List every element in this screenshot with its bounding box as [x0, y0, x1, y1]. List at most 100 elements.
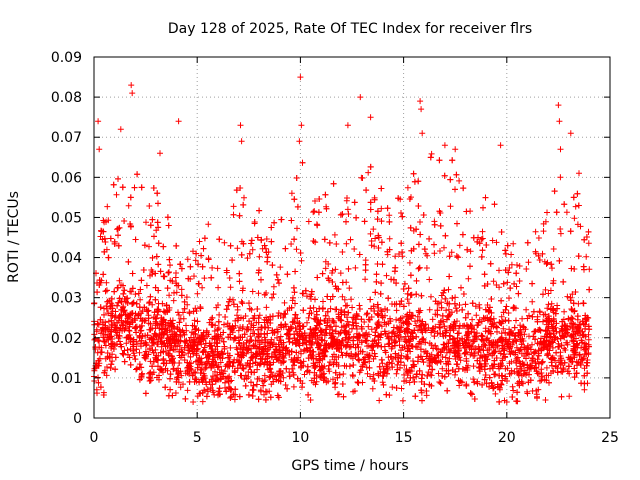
data-point	[557, 174, 564, 181]
data-point	[339, 279, 346, 286]
data-point	[580, 332, 587, 339]
data-point	[502, 250, 509, 257]
data-point	[411, 178, 418, 185]
data-point	[235, 359, 242, 366]
data-point	[479, 228, 486, 235]
data-point	[291, 362, 297, 369]
data-point	[94, 320, 101, 327]
data-point	[167, 386, 174, 393]
data-point	[393, 385, 400, 391]
data-point	[187, 263, 194, 270]
data-point	[278, 216, 285, 223]
data-point	[490, 384, 497, 391]
data-point	[473, 312, 480, 319]
data-point	[239, 334, 246, 341]
data-point	[416, 264, 423, 271]
data-point	[339, 211, 346, 218]
data-point	[428, 382, 435, 389]
data-point	[585, 228, 592, 235]
data-point	[170, 346, 177, 353]
data-point	[445, 312, 452, 319]
data-point	[239, 324, 246, 330]
data-point	[192, 369, 199, 375]
data-point	[542, 397, 549, 403]
data-point	[298, 257, 305, 264]
data-point	[264, 330, 271, 337]
data-point	[496, 336, 503, 343]
data-point	[538, 335, 544, 342]
data-point	[143, 219, 149, 226]
data-point	[261, 242, 268, 249]
data-point	[343, 240, 350, 247]
data-point	[104, 364, 110, 370]
data-point	[277, 371, 283, 378]
data-point	[440, 318, 447, 325]
data-point	[184, 256, 191, 263]
data-point	[470, 376, 477, 383]
data-point	[552, 310, 559, 317]
data-point	[108, 361, 115, 368]
data-point	[160, 348, 167, 355]
data-point	[191, 336, 198, 343]
chart-title: Day 128 of 2025, Rate Of TEC Index for r…	[168, 21, 532, 37]
data-point	[174, 324, 181, 331]
data-point	[415, 178, 422, 185]
data-point	[168, 342, 175, 349]
data-point	[177, 261, 184, 268]
data-point	[384, 248, 391, 255]
data-point	[413, 226, 420, 233]
data-point	[133, 300, 140, 307]
data-point	[347, 236, 354, 243]
data-point	[382, 349, 389, 356]
data-point	[115, 225, 121, 232]
data-point	[401, 328, 408, 335]
data-point	[226, 298, 232, 305]
data-point	[116, 277, 123, 284]
data-point	[270, 291, 277, 298]
data-point	[579, 318, 586, 325]
data-point	[312, 336, 319, 343]
data-point	[545, 290, 552, 297]
data-point	[464, 246, 471, 253]
data-point	[539, 373, 546, 380]
data-point	[511, 324, 518, 331]
data-point	[113, 341, 120, 347]
data-point	[399, 397, 406, 404]
data-point	[322, 326, 329, 333]
data-point	[225, 302, 232, 309]
data-point	[105, 336, 112, 343]
data-point	[369, 347, 376, 354]
data-point	[437, 358, 444, 365]
data-point	[277, 337, 284, 344]
data-point	[202, 335, 208, 342]
data-point	[417, 219, 423, 225]
data-point	[180, 381, 186, 388]
data-point	[580, 300, 587, 307]
data-point	[517, 346, 524, 353]
data-point	[442, 232, 449, 239]
data-point	[257, 387, 264, 394]
data-point	[110, 181, 117, 188]
data-point	[205, 221, 212, 228]
data-point	[191, 369, 197, 376]
data-point	[185, 275, 192, 282]
data-point	[132, 291, 139, 298]
data-point	[449, 324, 456, 330]
data-point	[165, 335, 171, 342]
data-point	[134, 365, 140, 372]
data-point	[448, 249, 455, 256]
data-point	[344, 318, 351, 325]
data-point	[215, 284, 222, 291]
data-point	[352, 351, 359, 358]
data-point	[561, 334, 568, 341]
data-point	[436, 379, 443, 385]
data-point	[142, 339, 149, 346]
data-point	[269, 294, 275, 301]
data-point	[489, 350, 496, 357]
data-point	[130, 299, 137, 306]
data-point	[359, 332, 366, 339]
data-point	[284, 307, 291, 314]
data-point	[255, 334, 261, 341]
data-point	[165, 350, 172, 357]
data-point	[225, 384, 232, 391]
